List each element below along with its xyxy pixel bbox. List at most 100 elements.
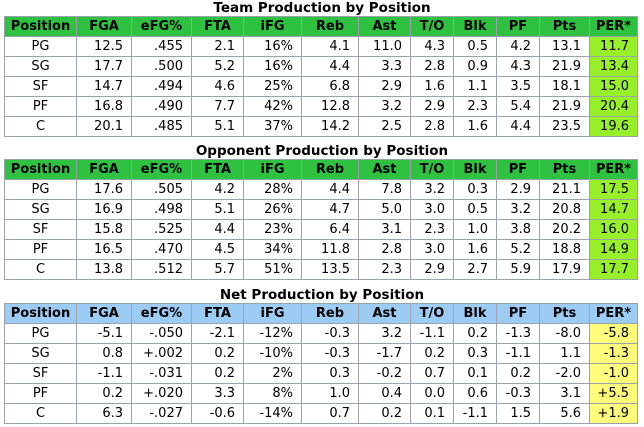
cell-position: PG: [4, 323, 77, 344]
cell: .470: [131, 239, 192, 260]
cell: 0.2: [496, 363, 540, 384]
cell: 0.7: [410, 363, 454, 384]
net-table: Position FGA eFG% FTA iFG Reb Ast T/O Bl…: [4, 303, 638, 424]
cell: .525: [131, 219, 192, 240]
col-header-blk: Blk: [453, 303, 497, 324]
cell: 4.7: [301, 199, 359, 220]
cell: 23.5: [539, 116, 590, 137]
cell: 2.8: [358, 239, 411, 260]
cell: 0.7: [301, 403, 359, 424]
cell: 4.4: [301, 56, 359, 77]
table-row: SF 15.8 .525 4.4 23% 6.4 3.1 2.3 1.0 3.8…: [4, 219, 638, 240]
cell: 21.1: [539, 179, 590, 200]
cell: -1.1: [453, 403, 497, 424]
cell: 0.8: [76, 343, 132, 364]
cell: 42%: [243, 96, 302, 117]
cell: 34%: [243, 239, 302, 260]
cell: 37%: [243, 116, 302, 137]
cell-per: 15.0: [589, 76, 638, 97]
cell: 1.6: [410, 76, 454, 97]
cell: 4.6: [191, 76, 244, 97]
cell: -12%: [243, 323, 302, 344]
cell: -10%: [243, 343, 302, 364]
cell: 3.2: [410, 179, 454, 200]
cell: 13.8: [76, 259, 132, 280]
cell: 0.9: [453, 56, 497, 77]
col-header-efg: eFG%: [131, 16, 192, 37]
cell: 5.9: [496, 259, 540, 280]
cell: .512: [131, 259, 192, 280]
cell: 21.9: [539, 56, 590, 77]
cell: 1.0: [453, 219, 497, 240]
col-header-to: T/O: [410, 159, 454, 180]
cell: 16.8: [76, 96, 132, 117]
col-header-pf: PF: [496, 16, 540, 37]
cell-per: 13.4: [589, 56, 638, 77]
cell: 2%: [243, 363, 302, 384]
opponent-header-row: Position FGA eFG% FTA iFG Reb Ast T/O Bl…: [4, 159, 638, 180]
cell: 0.6: [453, 383, 497, 404]
col-header-fga: FGA: [76, 16, 132, 37]
cell: 14.7: [76, 76, 132, 97]
col-header-reb: Reb: [301, 303, 359, 324]
cell: .485: [131, 116, 192, 137]
team-section: Team Production by Position Position FGA…: [0, 0, 644, 137]
col-header-ifg: iFG: [243, 159, 302, 180]
cell: -2.0: [539, 363, 590, 384]
col-header-reb: Reb: [301, 159, 359, 180]
cell: -.027: [131, 403, 192, 424]
table-row: SG 17.7 .500 5.2 16% 4.4 3.3 2.8 0.9 4.3…: [4, 56, 638, 77]
col-header-reb: Reb: [301, 16, 359, 37]
col-header-per: PER*: [589, 159, 638, 180]
cell: 5.2: [496, 239, 540, 260]
cell: 4.4: [496, 116, 540, 137]
cell-position: SG: [4, 343, 77, 364]
cell: 16%: [243, 36, 302, 57]
cell: 7.7: [191, 96, 244, 117]
table-row: SF 14.7 .494 4.6 25% 6.8 2.9 1.6 1.1 3.5…: [4, 76, 638, 97]
cell: -1.1: [496, 343, 540, 364]
col-header-pf: PF: [496, 159, 540, 180]
cell-per: -1.0: [589, 363, 638, 384]
cell: 3.1: [539, 383, 590, 404]
cell-position: SF: [4, 76, 77, 97]
cell: 13.1: [539, 36, 590, 57]
cell: 5.2: [191, 56, 244, 77]
cell: 11.0: [358, 36, 411, 57]
cell: -.050: [131, 323, 192, 344]
cell: 0.3: [453, 179, 497, 200]
table-row: C 6.3 -.027 -0.6 -14% 0.7 0.2 0.1 -1.1 1…: [4, 403, 638, 424]
col-header-fga: FGA: [76, 303, 132, 324]
cell: 0.2: [76, 383, 132, 404]
cell-position: PF: [4, 96, 77, 117]
cell: 21.9: [539, 96, 590, 117]
cell: 5.1: [191, 199, 244, 220]
cell: .498: [131, 199, 192, 220]
cell: 16.5: [76, 239, 132, 260]
table-row: SG 0.8 +.002 0.2 -10% -0.3 -1.7 0.2 0.3 …: [4, 343, 638, 364]
cell: 3.2: [358, 96, 411, 117]
table-row: PG 12.5 .455 2.1 16% 4.1 11.0 4.3 0.5 4.…: [4, 36, 638, 57]
col-header-position: Position: [4, 303, 77, 324]
cell: 5.1: [191, 116, 244, 137]
cell-per: 11.7: [589, 36, 638, 57]
col-header-pts: Pts: [539, 159, 590, 180]
cell: 4.3: [410, 36, 454, 57]
col-header-ast: Ast: [358, 303, 411, 324]
cell: 4.3: [496, 56, 540, 77]
cell: 18.8: [539, 239, 590, 260]
cell: 2.9: [496, 179, 540, 200]
cell: 2.9: [410, 259, 454, 280]
cell: 3.0: [410, 239, 454, 260]
cell: 0.0: [410, 383, 454, 404]
table-row: PF 16.8 .490 7.7 42% 12.8 3.2 2.9 2.3 5.…: [4, 96, 638, 117]
cell: 2.3: [410, 219, 454, 240]
cell: 0.1: [453, 363, 497, 384]
cell: 16.9: [76, 199, 132, 220]
cell: 6.3: [76, 403, 132, 424]
cell: .494: [131, 76, 192, 97]
cell: 3.2: [496, 199, 540, 220]
col-header-fta: FTA: [191, 16, 244, 37]
cell: 2.8: [410, 56, 454, 77]
opponent-title: Opponent Production by Position: [195, 143, 449, 159]
